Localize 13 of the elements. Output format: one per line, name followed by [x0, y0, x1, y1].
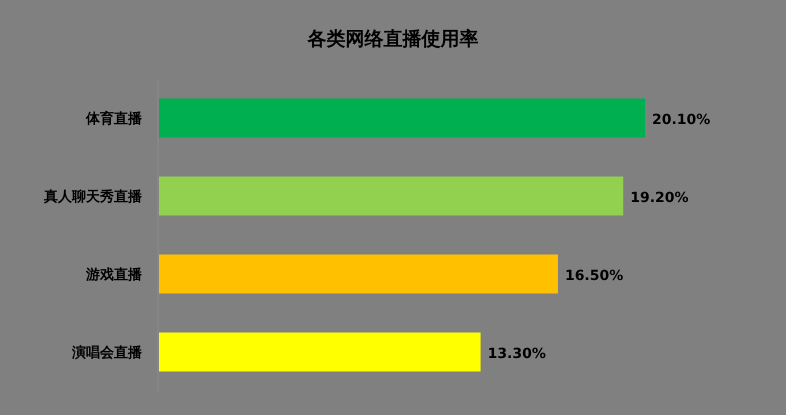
bar — [159, 254, 558, 294]
data-label: 20.10% — [652, 112, 710, 128]
y-tick-label: 体育直播 — [85, 110, 143, 127]
bar — [159, 176, 624, 216]
y-tick-label: 真人聊天秀直播 — [43, 188, 143, 205]
data-label: 13.30% — [488, 346, 546, 362]
data-label: 19.20% — [630, 190, 689, 206]
bar — [159, 332, 481, 372]
y-tick-label: 演唱会直播 — [71, 344, 143, 361]
data-label: 16.50% — [564, 268, 624, 284]
y-tick-label: 游戏直播 — [85, 267, 143, 283]
bar — [159, 98, 645, 138]
chart-title: 各类网络直播使用率 — [306, 28, 478, 50]
